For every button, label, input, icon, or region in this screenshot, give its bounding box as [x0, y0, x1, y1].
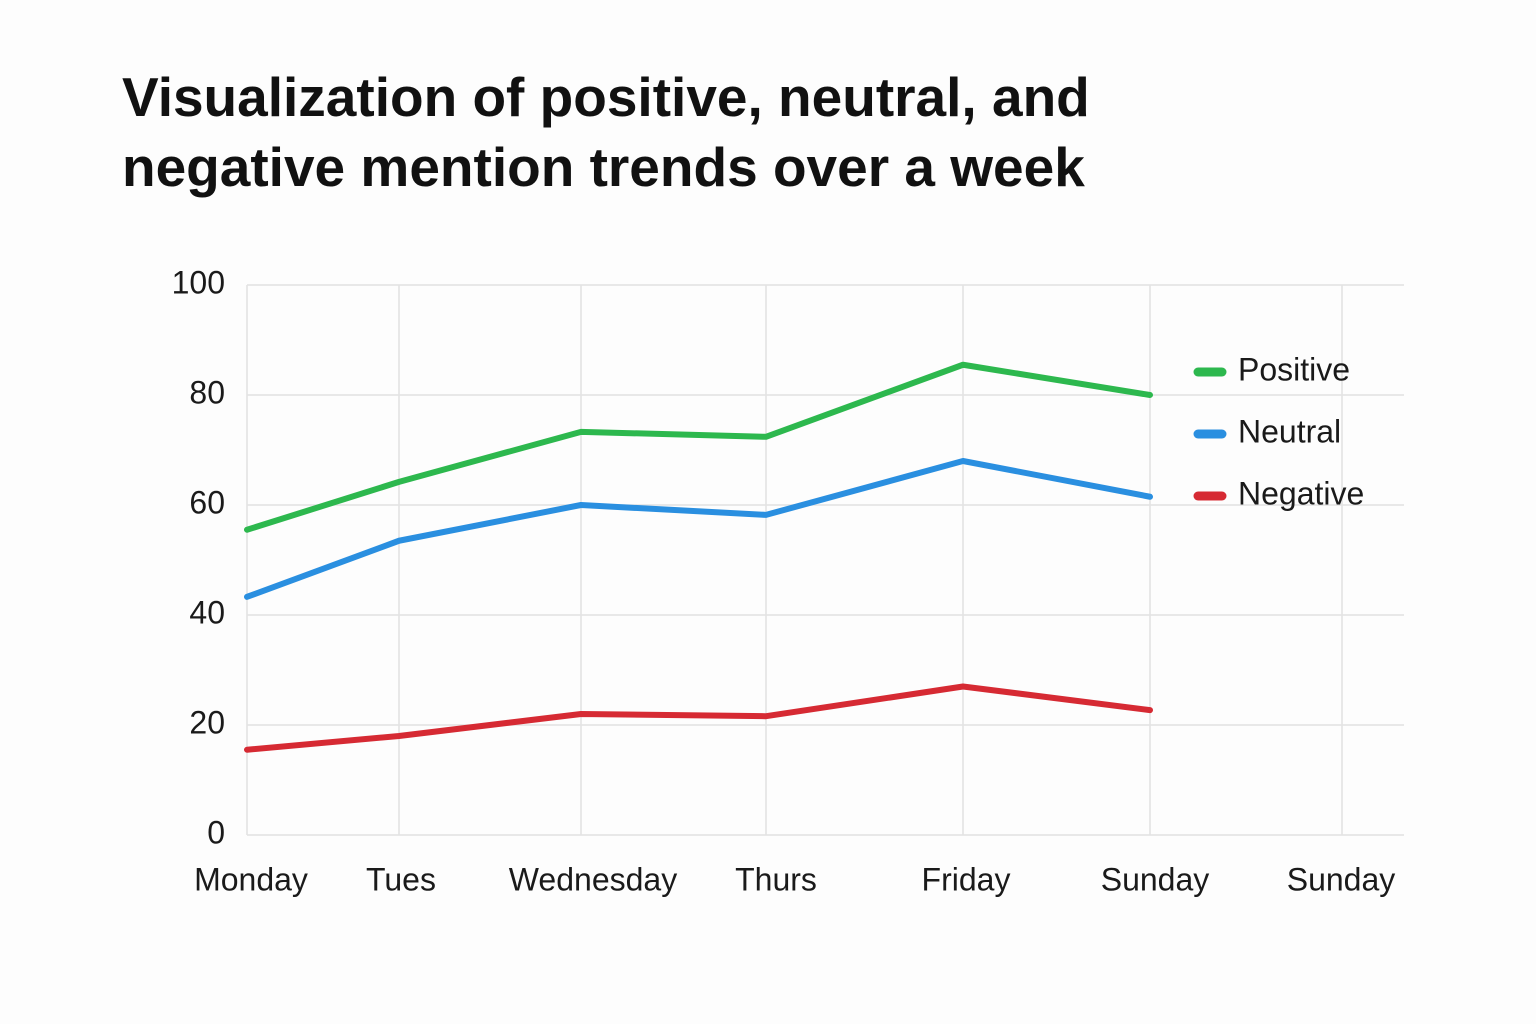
legend-label: Positive — [1238, 351, 1350, 387]
x-tick-label: Tues — [366, 861, 436, 897]
x-tick-label: Wednesday — [509, 861, 677, 897]
y-tick-label: 20 — [189, 704, 225, 740]
y-tick-label: 40 — [189, 594, 225, 630]
x-tick-label: Sunday — [1101, 861, 1210, 897]
series-line — [244, 458, 1153, 600]
y-tick-label: 100 — [172, 264, 225, 300]
y-tick-label: 0 — [207, 814, 225, 850]
y-tick-label: 60 — [189, 484, 225, 520]
series-line — [244, 361, 1153, 533]
x-tick-label: Sunday — [1287, 861, 1396, 897]
legend-label: Neutral — [1238, 413, 1341, 449]
x-tick-label: Friday — [922, 861, 1011, 897]
y-tick-label: 80 — [189, 374, 225, 410]
chart-title: Visualization of positive, neutral, and … — [122, 66, 1090, 198]
series-line — [244, 683, 1153, 753]
legend-label: Negative — [1238, 475, 1364, 511]
x-tick-label: Thurs — [735, 861, 817, 897]
x-tick-label: Monday — [194, 861, 308, 897]
